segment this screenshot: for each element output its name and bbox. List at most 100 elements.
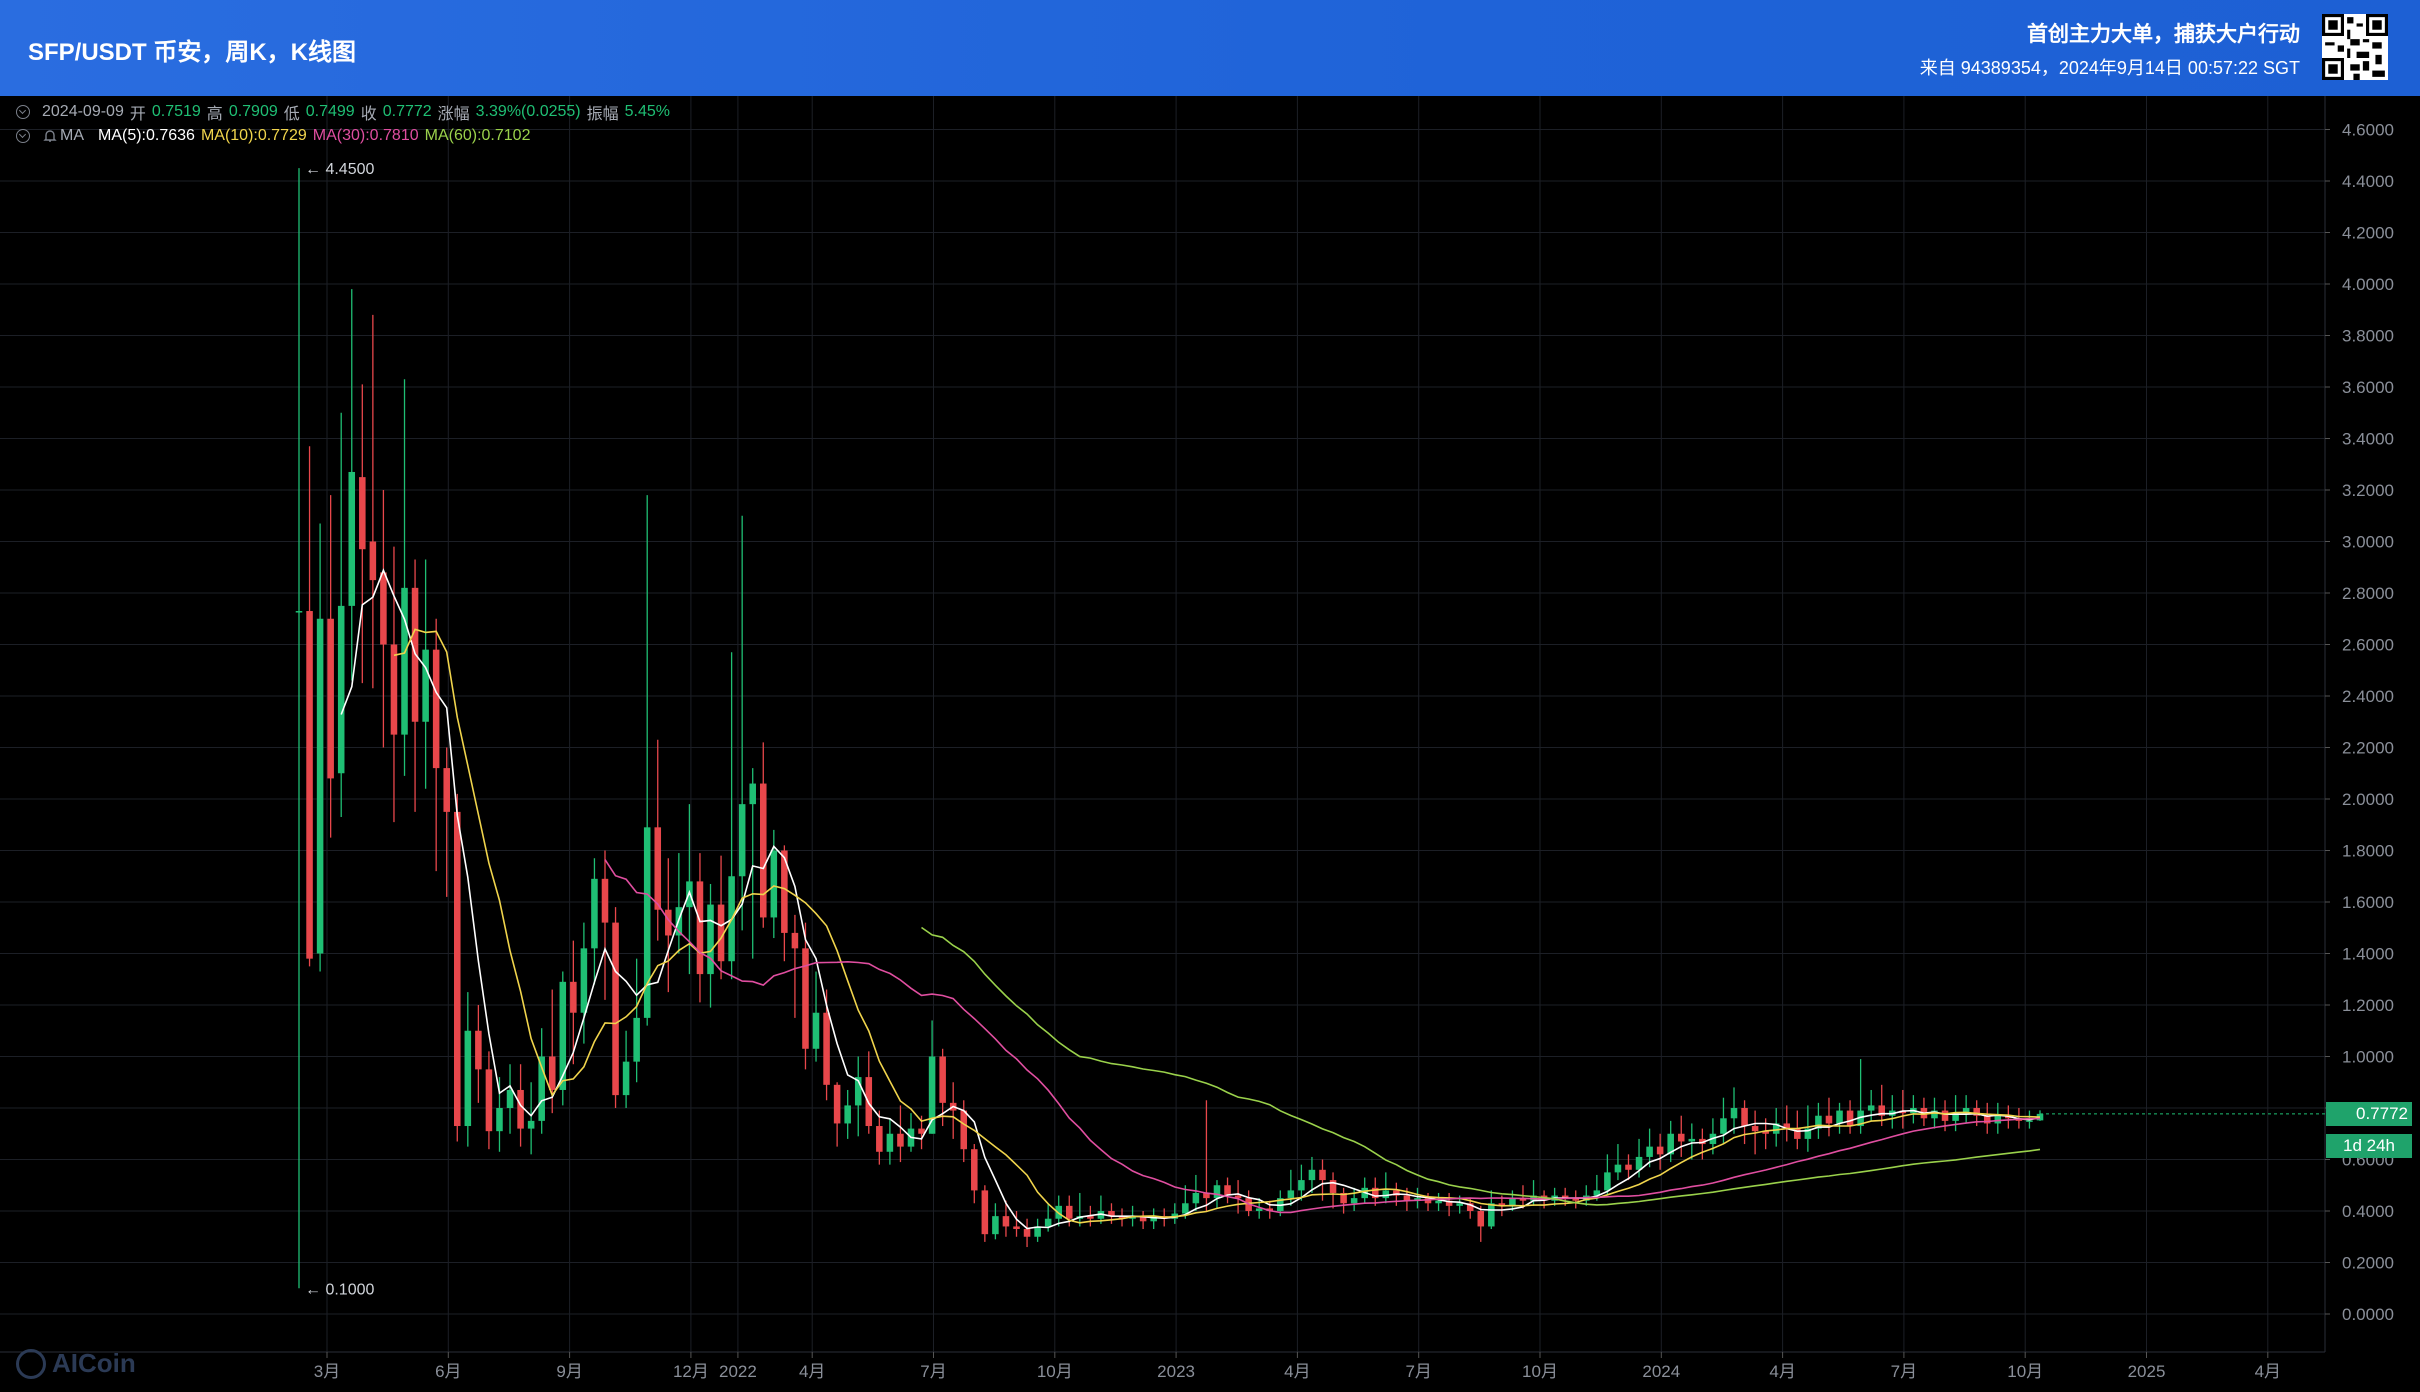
y-tick-label: 2.8000 (2342, 584, 2394, 603)
candle-body (591, 878, 598, 949)
x-tick-label: 3月 (314, 1362, 340, 1381)
candle-body (1234, 1195, 1242, 1199)
candle-body (939, 1056, 946, 1103)
y-tick-label: 1.0000 (2342, 1048, 2394, 1067)
open-label: 开 (129, 106, 146, 123)
candle-body (580, 948, 588, 1013)
ma-line-5 (340, 568, 2041, 1230)
candle-body (1962, 1108, 1970, 1114)
candle-body (1720, 1118, 1727, 1134)
x-tick-label: 6月 (435, 1362, 461, 1381)
candle-body (559, 981, 567, 1090)
candle-body (770, 850, 778, 918)
candle-body (1561, 1195, 1569, 1199)
candle-body (1266, 1208, 1274, 1211)
x-tick-label: 2022 (719, 1362, 757, 1381)
candle-body (1393, 1190, 1400, 1196)
x-tick-label: 7月 (920, 1362, 946, 1381)
candle-body (1931, 1110, 1938, 1119)
y-tick-label: 3.6000 (2342, 378, 2394, 397)
candle-body (1846, 1110, 1854, 1127)
bell-icon[interactable] (42, 128, 58, 144)
x-tick-label: 12月 (673, 1362, 709, 1381)
candle-body (1255, 1208, 1263, 1211)
candle-body (527, 1120, 535, 1129)
chart-header: SFP/USDT 币安，周K，K线图 首创主力大单，捕获大户行动 来自 9438… (0, 0, 2420, 96)
x-tick-label: 4月 (799, 1362, 825, 1381)
candle-body (1836, 1110, 1843, 1124)
close-label: 收 (360, 106, 377, 123)
candle-body (538, 1056, 545, 1121)
header-slogan: 首创主力大单，捕获大户行动 (2027, 23, 2300, 46)
ohlc-info-bar: 2024-09-09 开 0.7519 高 0.7909 低 0.7499 收 0.77… (16, 100, 676, 124)
low-annotation: ← 0.1000 (305, 1281, 374, 1298)
candle-body (738, 804, 746, 877)
collapse-icon[interactable] (16, 105, 30, 119)
candle-body (1087, 1216, 1094, 1219)
candle-body (1857, 1110, 1864, 1127)
candle-body (1878, 1105, 1885, 1116)
candle-body (1509, 1198, 1516, 1206)
candle-body (506, 1089, 514, 1108)
candle-body (1614, 1164, 1622, 1173)
y-tick-label: 2.4000 (2342, 687, 2394, 706)
aicoin-logo-icon (16, 1348, 46, 1379)
candle-body (1044, 1218, 1052, 1227)
candle-body (759, 783, 767, 918)
candle-body (781, 850, 788, 933)
candle-body (1625, 1164, 1632, 1170)
y-tick-label: 3.8000 (2342, 327, 2394, 346)
candle-body (337, 605, 345, 774)
x-tick-label: 2025 (2128, 1362, 2166, 1381)
candle-body (1203, 1192, 1210, 1199)
y-tick-label: 4.0000 (2342, 275, 2394, 294)
collapse-icon[interactable] (16, 129, 30, 143)
y-tick-label: 2.2000 (2342, 739, 2394, 758)
candle-body (443, 768, 450, 812)
candle-body (633, 1017, 640, 1062)
qr-code-icon (2322, 14, 2388, 80)
candle-body (802, 948, 809, 1049)
candle-body (707, 904, 714, 975)
candle-body (1424, 1198, 1432, 1204)
candle-body (1182, 1203, 1189, 1214)
candle-body (971, 1149, 978, 1191)
candle-body (359, 477, 366, 550)
candle-body (1973, 1108, 1980, 1116)
candle-body (1604, 1172, 1611, 1191)
candle-timer-tag: 1d 24h (2326, 1134, 2412, 1158)
x-tick-label: 4月 (2255, 1362, 2281, 1381)
candle-body (306, 611, 313, 959)
candle-body (548, 1056, 556, 1090)
candle-body (981, 1190, 989, 1235)
candle-body (1435, 1200, 1442, 1204)
y-tick-label: 1.8000 (2342, 842, 2394, 861)
candle-body (1815, 1115, 1822, 1129)
candle-body (1804, 1128, 1812, 1139)
candle-body (475, 1030, 482, 1070)
candle-body (812, 1012, 820, 1049)
high-value: 0.7909 (228, 103, 278, 120)
candle-body (1667, 1133, 1674, 1155)
candle-body (1034, 1226, 1041, 1237)
candle-body (1065, 1205, 1073, 1219)
candle-body (1952, 1113, 1959, 1121)
y-tick-label: 0.0000 (2342, 1305, 2394, 1324)
candle-body (1519, 1198, 1527, 1201)
candle-body (823, 1012, 830, 1085)
candle-body (1762, 1131, 1769, 1134)
candle-body (1677, 1133, 1685, 1142)
candle-body (401, 587, 408, 735)
y-tick-label: 1.6000 (2342, 893, 2394, 912)
candle-body (464, 1030, 472, 1127)
candle-body (622, 1061, 630, 1096)
x-tick-label: 10月 (2007, 1362, 2043, 1381)
ma-info-bar: MA MA(5):0.7636 MA(10):0.7729 MA(30):0.7… (16, 127, 536, 145)
y-tick-label: 3.4000 (2342, 430, 2394, 449)
candle-body (1994, 1115, 2002, 1124)
candle-body (1340, 1192, 1347, 1204)
candle-body (1730, 1108, 1738, 1119)
candle-body (422, 649, 429, 722)
candle-body (601, 878, 609, 923)
